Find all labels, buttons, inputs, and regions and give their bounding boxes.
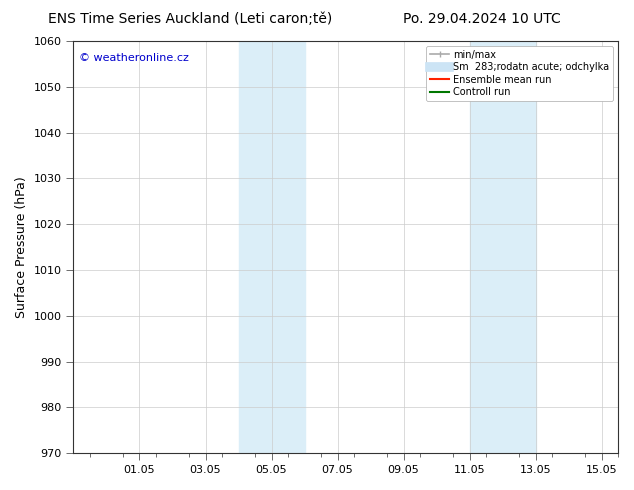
Legend: min/max, Sm  283;rodatn acute; odchylka, Ensemble mean run, Controll run: min/max, Sm 283;rodatn acute; odchylka, … [426,46,613,101]
Bar [470,41,536,453]
Text: Po. 29.04.2024 10 UTC: Po. 29.04.2024 10 UTC [403,12,560,26]
Y-axis label: Surface Pressure (hPa): Surface Pressure (hPa) [15,176,28,318]
Text: ENS Time Series Auckland (Leti caron;tě): ENS Time Series Auckland (Leti caron;tě) [48,12,332,26]
Bar [238,41,304,453]
Text: © weatheronline.cz: © weatheronline.cz [79,53,189,63]
